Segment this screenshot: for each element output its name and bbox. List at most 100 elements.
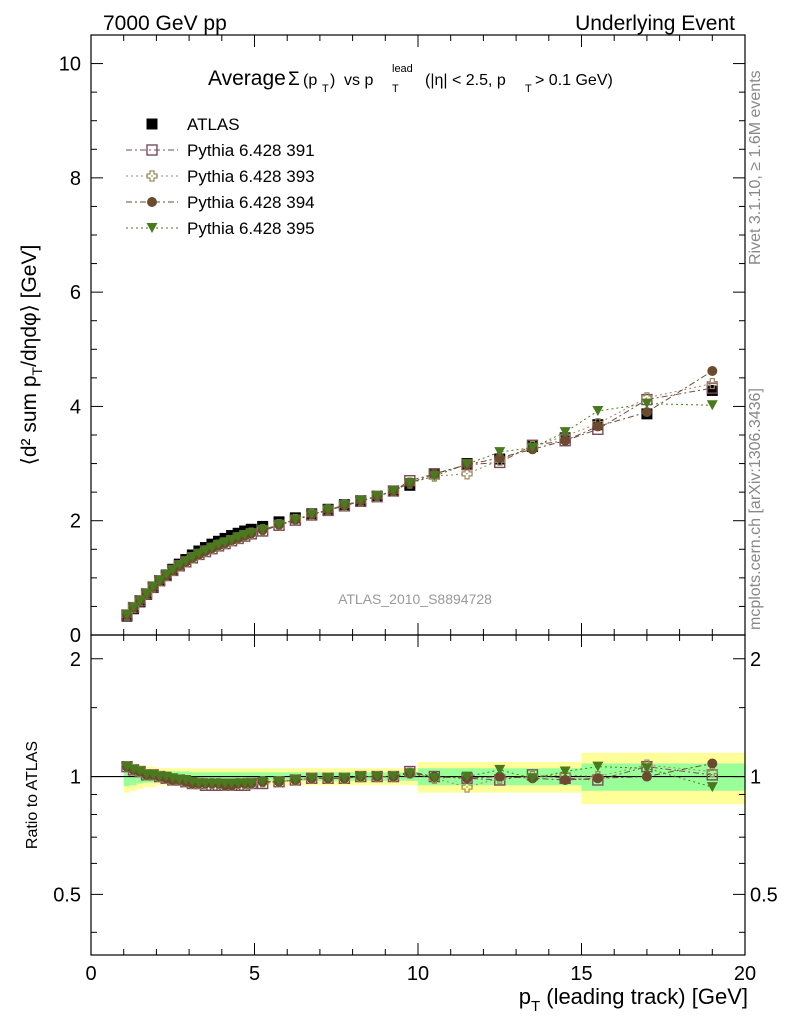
data-point (213, 539, 225, 550)
ratio-point (461, 781, 473, 793)
data-point (154, 575, 166, 586)
data-point (180, 556, 192, 567)
data-point (186, 552, 198, 563)
data-point (404, 478, 416, 488)
x-tick-label: 0 (85, 963, 96, 985)
x-tick-label: 10 (407, 963, 429, 985)
data-point (206, 542, 218, 553)
ratio-point (560, 774, 571, 785)
data-point (592, 421, 603, 432)
legend-marker (146, 118, 158, 130)
ratio-point (559, 766, 571, 777)
y-tick-label: 0 (70, 625, 81, 647)
ratio-y-tick-label: 2 (70, 649, 81, 671)
data-point (461, 459, 473, 470)
ratio-point (121, 761, 133, 772)
main-y-axis-label: ⟨d² sum pT/dηdφ⟩ [GeV] (18, 245, 45, 466)
x-axis-label: pT (leading track) [GeV] (519, 984, 748, 1015)
data-point (641, 398, 653, 409)
legend-label: Pythia 6.428 391 (187, 141, 315, 160)
data-point (706, 400, 718, 411)
legend-label: Pythia 6.428 393 (187, 167, 315, 186)
ratio-point (245, 778, 257, 789)
ratio-point (257, 776, 269, 787)
title-sigma-sub: T (322, 83, 329, 95)
ratio-point (592, 761, 604, 772)
data-point (134, 595, 146, 606)
legend-marker (146, 170, 158, 182)
ratio-point (641, 763, 653, 774)
title-sigma-close: ) (330, 72, 335, 89)
data-point (355, 495, 367, 506)
data-point (641, 407, 652, 418)
ratio-y-tick-label: 0.5 (53, 884, 81, 906)
legend: ATLAS Pythia 6.428 391 Pythia 6.428 393 Pyt… (126, 115, 315, 238)
data-point (160, 570, 172, 580)
data-point (128, 602, 140, 613)
ratio-point (707, 758, 718, 769)
data-point (239, 530, 251, 540)
data-point (560, 435, 571, 446)
data-point (306, 509, 318, 520)
header-right: Underlying Event (575, 12, 735, 35)
data-point (494, 452, 505, 463)
title-cuts-end: > 0.1 GeV) (535, 72, 613, 89)
x-tick-label: 15 (570, 963, 592, 985)
data-point (371, 491, 383, 502)
data-point (121, 610, 133, 620)
ratio-point (322, 773, 334, 784)
header-left: 7000 GeV pp (103, 12, 227, 35)
data-point (592, 406, 604, 416)
data-point (322, 504, 334, 515)
ratio-point (289, 774, 301, 785)
x-tick-label: 20 (734, 963, 756, 985)
legend-marker (146, 144, 158, 156)
ratio-y-axis-label: Ratio to ATLAS (24, 741, 41, 849)
svg-text:⟨d² sum pT/dηdφ⟩ [GeV]: ⟨d² sum pT/dηdφ⟩ [GeV] (18, 245, 45, 466)
svg-text:pT (leading track) [GeV]: pT (leading track) [GeV] (519, 984, 748, 1015)
data-point (461, 468, 473, 480)
data-point (526, 442, 538, 453)
title-vs-sup: lead (392, 63, 413, 75)
data-point (219, 537, 231, 548)
ratio-y-tick-label: 0.5 (750, 884, 778, 906)
ratio-point (338, 773, 350, 784)
data-point (147, 582, 159, 592)
ratio-y-tick-label: 1 (750, 767, 761, 789)
main-series (121, 366, 718, 622)
title-sigma-arg: (p (303, 72, 317, 89)
ratio-point (706, 782, 718, 793)
ratio-point (592, 773, 603, 784)
y-tick-label: 4 (70, 396, 81, 418)
watermark: ATLAS_2010_S8894728 (338, 591, 492, 607)
series-line (126, 403, 713, 616)
legend-marker (146, 223, 158, 233)
data-point (494, 447, 506, 458)
title-main: Average (208, 67, 286, 90)
data-point (226, 535, 238, 546)
title-cuts: (|η| < 2.5, p (425, 72, 506, 89)
ratio-point (706, 769, 718, 781)
ratio-point (134, 766, 146, 777)
series-line (126, 387, 713, 616)
data-point (193, 548, 205, 559)
ratio-point (387, 771, 399, 782)
y-tick-label: 2 (70, 511, 81, 533)
title-vs-sub: T (392, 83, 399, 95)
legend-label: Pythia 6.428 395 (187, 219, 315, 238)
series-line (126, 370, 713, 616)
legend-label: Pythia 6.428 394 (187, 193, 315, 212)
data-point (141, 588, 153, 599)
ratio-point (355, 771, 367, 782)
ratio-point (273, 776, 285, 787)
plot-title: Average Σ (p T ) vs p lead T (|η| < 2.5,… (208, 63, 613, 95)
data-point (173, 560, 185, 571)
data-point (559, 427, 571, 438)
ratio-point (494, 771, 505, 782)
data-point (289, 514, 301, 525)
mcplots-label: mcplots.cern.ch [arXiv:1306.3436] (747, 388, 764, 630)
y-tick-label: 10 (59, 54, 81, 76)
data-point (707, 366, 718, 376)
